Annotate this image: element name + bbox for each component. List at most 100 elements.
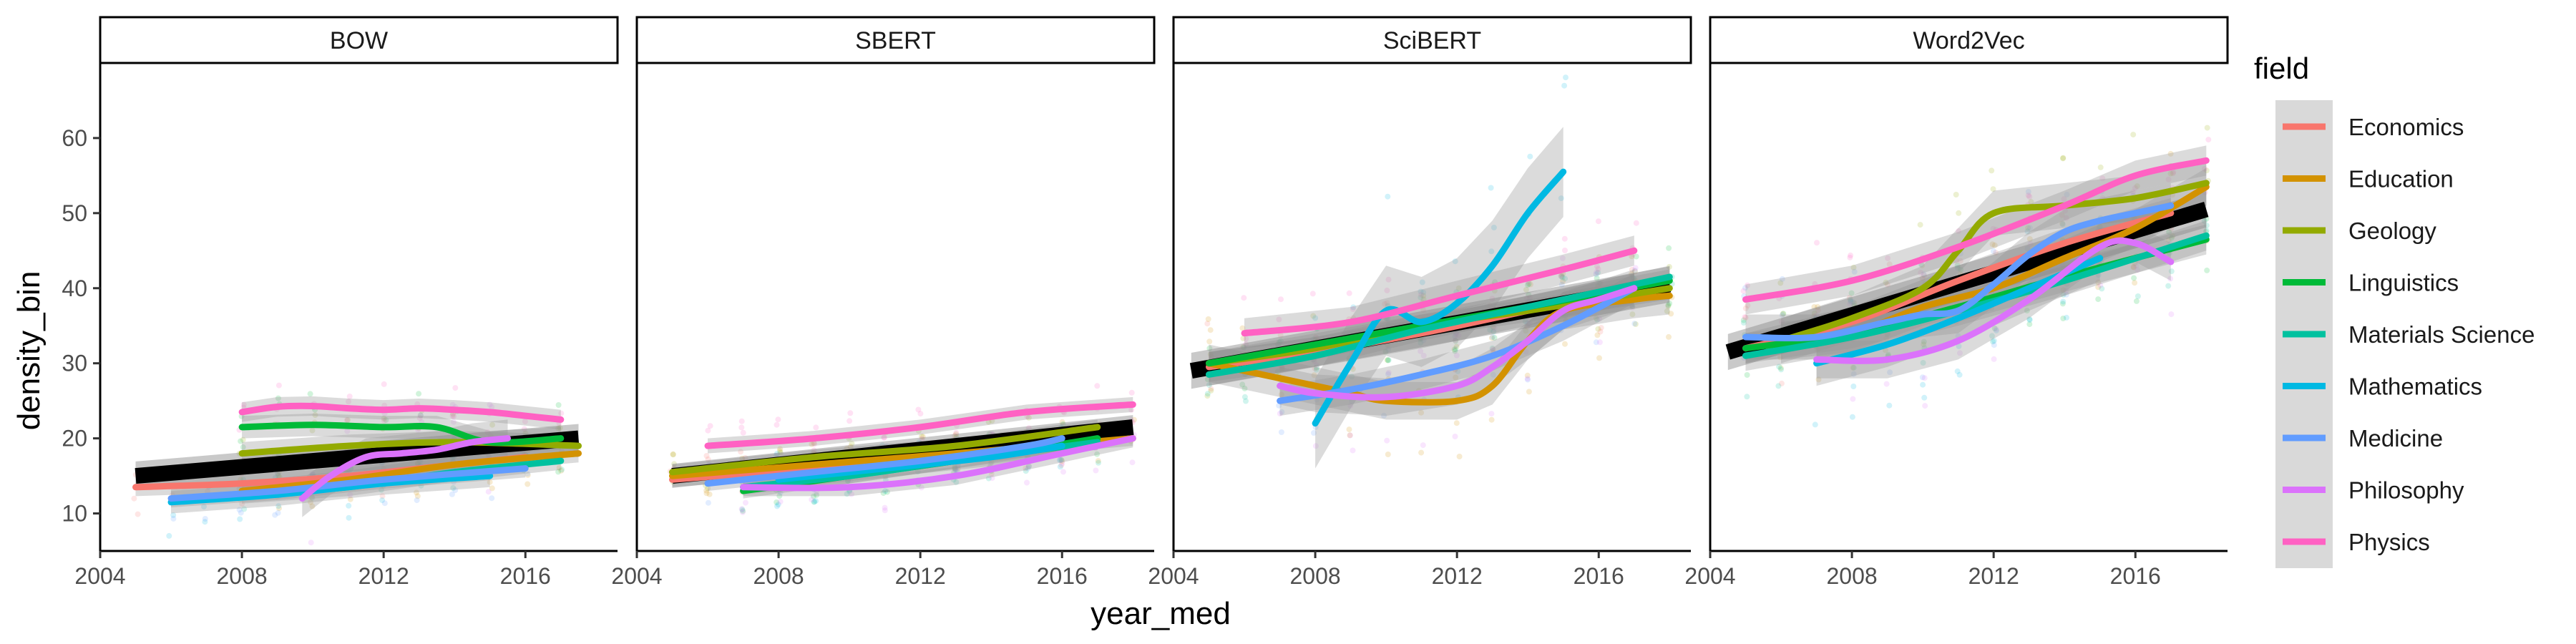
data-point bbox=[272, 512, 278, 518]
data-point bbox=[1208, 387, 1214, 394]
data-point bbox=[1093, 467, 1099, 474]
data-point bbox=[985, 475, 992, 482]
data-point bbox=[1883, 279, 1889, 286]
data-point bbox=[882, 488, 889, 494]
data-point bbox=[556, 464, 562, 471]
data-point bbox=[1385, 322, 1392, 328]
data-point bbox=[1993, 250, 1999, 256]
data-point bbox=[738, 449, 744, 455]
data-point bbox=[1629, 266, 1635, 273]
data-point bbox=[1629, 275, 1636, 281]
data-point bbox=[2203, 167, 2210, 174]
data-point bbox=[777, 446, 784, 452]
facet-label: Word2Vec bbox=[1913, 27, 2024, 54]
data-point bbox=[813, 498, 819, 504]
data-point bbox=[1921, 273, 1928, 279]
data-point bbox=[275, 382, 282, 389]
series-line-medicine bbox=[1742, 202, 2175, 342]
series-line-philosophy bbox=[1277, 285, 1638, 401]
data-point bbox=[1744, 394, 1750, 400]
data-point bbox=[1310, 313, 1317, 319]
data-point bbox=[1314, 362, 1319, 369]
data-point bbox=[743, 499, 748, 506]
x-tick-label: 2008 bbox=[1826, 563, 1877, 589]
data-point bbox=[557, 425, 563, 431]
data-point bbox=[880, 490, 887, 497]
data-point bbox=[1742, 305, 1749, 311]
data-point bbox=[1385, 346, 1392, 353]
data-point bbox=[952, 466, 958, 472]
data-point bbox=[739, 455, 746, 462]
data-point bbox=[1561, 82, 1568, 89]
data-point bbox=[1558, 281, 1565, 288]
data-point bbox=[1780, 311, 1786, 317]
data-point bbox=[777, 489, 784, 496]
facet-strip bbox=[635, 16, 1156, 64]
data-point bbox=[1526, 389, 1532, 395]
data-point bbox=[1206, 345, 1213, 351]
data-point bbox=[1954, 265, 1961, 271]
data-point bbox=[919, 436, 925, 442]
data-point bbox=[1815, 303, 1821, 310]
legend-label: Mathematics bbox=[2348, 374, 2482, 400]
data-point bbox=[312, 412, 318, 419]
data-point bbox=[1058, 457, 1065, 463]
data-point bbox=[1989, 333, 1995, 339]
data-point bbox=[1777, 280, 1784, 286]
data-point bbox=[1057, 464, 1063, 470]
data-point bbox=[2095, 296, 2102, 303]
data-point bbox=[309, 427, 316, 434]
data-point bbox=[1243, 398, 1249, 404]
data-point bbox=[1208, 386, 1214, 392]
data-point bbox=[847, 410, 854, 416]
data-point bbox=[987, 460, 994, 467]
data-point bbox=[706, 491, 713, 497]
data-point bbox=[953, 479, 960, 485]
data-point bbox=[1527, 281, 1533, 288]
data-point bbox=[1847, 301, 1853, 307]
data-point bbox=[1023, 465, 1029, 472]
data-point bbox=[1025, 465, 1031, 472]
data-point bbox=[1420, 337, 1427, 343]
data-point bbox=[811, 493, 816, 499]
data-point bbox=[525, 472, 531, 478]
data-point bbox=[1240, 344, 1246, 351]
data-point bbox=[1311, 372, 1317, 379]
data-point bbox=[275, 473, 281, 479]
data-point bbox=[1740, 320, 1747, 326]
data-point bbox=[1594, 275, 1600, 281]
data-point bbox=[738, 424, 745, 431]
data-point bbox=[381, 381, 387, 387]
data-point bbox=[451, 413, 457, 419]
data-point bbox=[1059, 419, 1065, 425]
data-point bbox=[2063, 215, 2069, 221]
data-point bbox=[1452, 337, 1458, 343]
data-point bbox=[1562, 341, 1568, 347]
data-point bbox=[1957, 258, 1963, 264]
data-point bbox=[346, 514, 352, 521]
data-point bbox=[1453, 352, 1460, 358]
data-point bbox=[2025, 192, 2031, 199]
data-point bbox=[452, 487, 459, 494]
data-point bbox=[2027, 241, 2034, 248]
data-point bbox=[1631, 275, 1637, 281]
data-point bbox=[1886, 402, 1893, 409]
data-point bbox=[1815, 346, 1822, 352]
data-point bbox=[1953, 192, 1959, 197]
data-point bbox=[919, 434, 926, 440]
data-point bbox=[2095, 279, 2102, 286]
data-point bbox=[1744, 372, 1750, 378]
data-point bbox=[1311, 430, 1317, 436]
series-line-linguistics bbox=[238, 421, 565, 446]
data-point bbox=[1418, 294, 1424, 301]
data-point bbox=[414, 460, 421, 467]
data-point bbox=[1742, 314, 1748, 321]
data-point bbox=[346, 394, 353, 399]
data-point bbox=[1667, 301, 1673, 306]
data-point bbox=[707, 423, 713, 429]
series-line-philosophy bbox=[1813, 237, 2175, 364]
data-point bbox=[952, 464, 958, 470]
data-point bbox=[1312, 334, 1319, 341]
data-point bbox=[166, 532, 172, 539]
data-point bbox=[276, 505, 282, 512]
